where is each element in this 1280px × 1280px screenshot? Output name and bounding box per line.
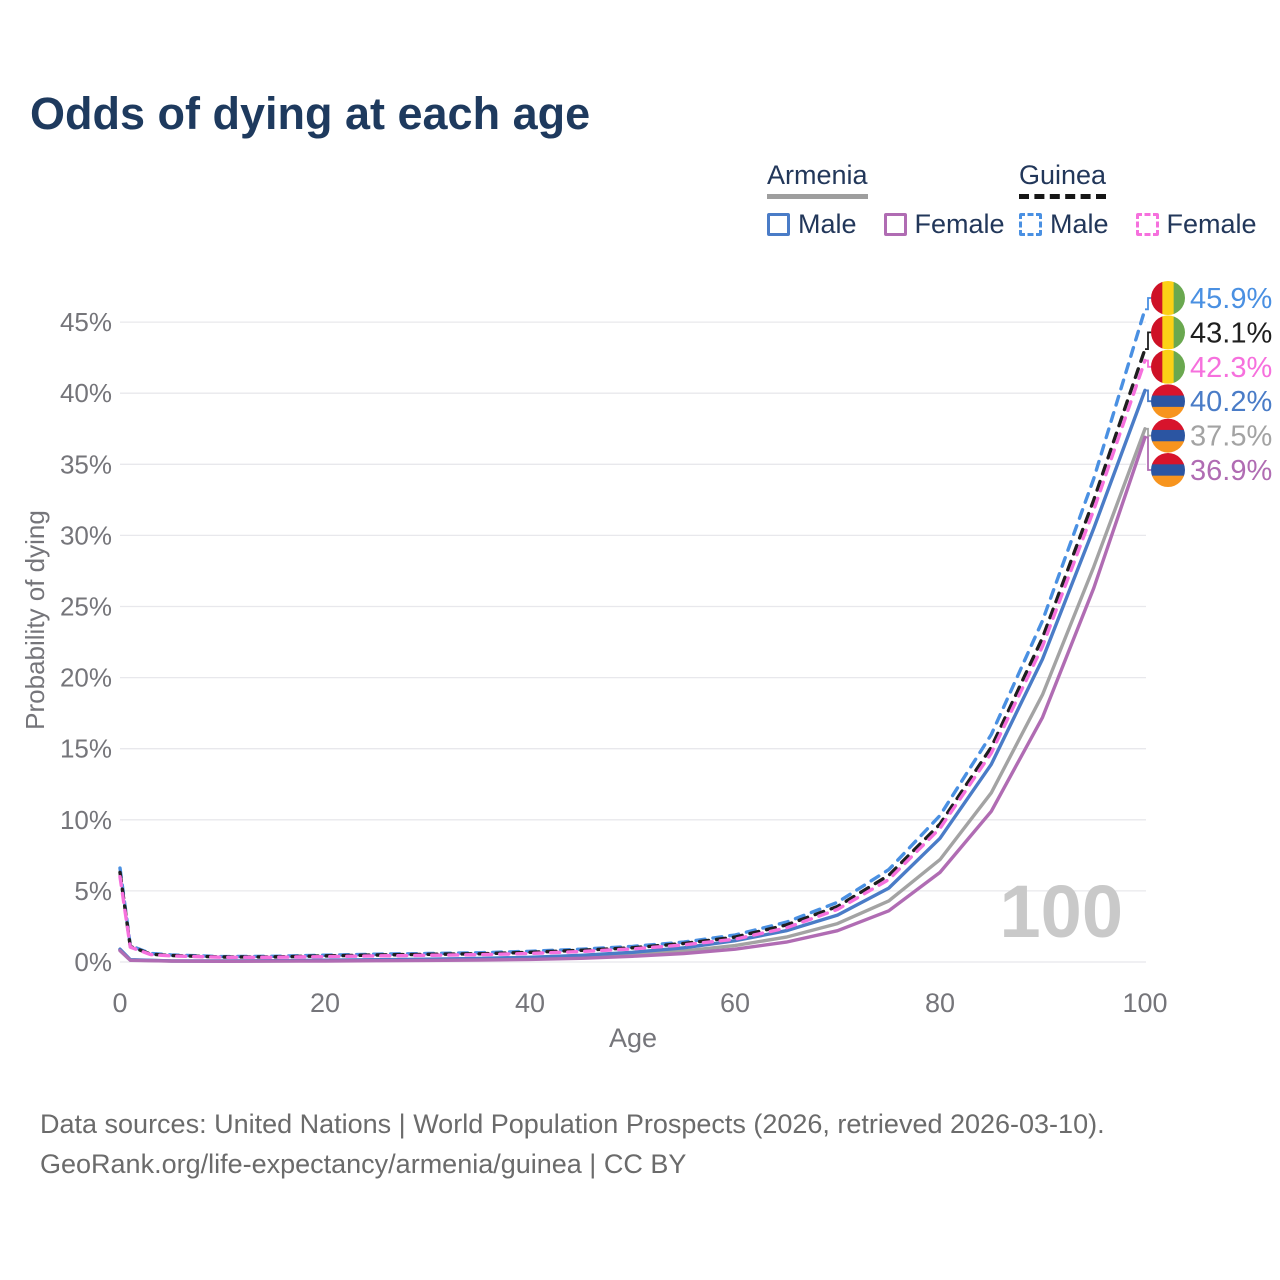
leader-line-guinea-female [1145,359,1151,368]
legend-group-guinea: Guinea Male Female [1019,160,1257,240]
leader-line-guinea-male [1145,297,1151,311]
y-tick-25: 25% [60,592,112,622]
x-tick-40: 40 [515,988,545,1018]
series-line-guinea-female[interactable] [118,358,1147,959]
end-value-guinea-female[interactable]: 42.3% [1190,352,1272,384]
leader-line-armenia-male [1145,389,1151,403]
legend-label-armenia-female: Female [914,209,1005,239]
end-value-guinea-both-sexes[interactable]: 43.1% [1190,317,1272,349]
x-tick-20: 20 [310,988,340,1018]
attribution-link[interactable]: GeoRank.org/life-expectancy/armenia/guin… [40,1149,687,1179]
leader-line-armenia-female [1145,436,1151,471]
x-tick-80: 80 [925,988,955,1018]
series-line-guinea-both-sexes[interactable] [118,347,1147,959]
y-tick-20: 20% [60,663,112,693]
y-tick-40: 40% [60,378,112,408]
guinea-flag-icon [1151,349,1185,384]
leader-line-armenia-both-sexes [1145,427,1151,437]
legend-header-armenia[interactable]: Armenia [767,160,868,199]
x-tick-100: 100 [1122,988,1167,1018]
x-tick-0: 0 [112,988,127,1018]
armenia-flag-icon [1151,453,1185,487]
series-line-guinea-male[interactable] [118,307,1147,959]
y-tick-5: 5% [74,876,112,906]
y-tick-10: 10% [60,805,112,835]
y-tick-45: 45% [60,307,112,337]
y-tick-0: 0% [74,947,112,977]
armenia-flag-icon [1151,418,1185,453]
legend-group-armenia: Armenia Male Female [767,160,1005,240]
legend-header-guinea[interactable]: Guinea [1019,160,1107,199]
armenia-flag-icon [1151,384,1185,419]
legend-label-armenia-male: Male [798,209,857,239]
series-line-armenia-female[interactable] [118,435,1147,963]
chart-footer: Data sources: United Nations | World Pop… [40,1104,1190,1184]
end-value-guinea-male[interactable]: 45.9% [1190,283,1272,315]
legend-swatch-guinea-female[interactable] [1135,213,1159,236]
legend-item-guinea-male[interactable]: Male [1019,209,1109,240]
data-sources-text: Data sources: United Nations | World Pop… [40,1109,1105,1139]
end-value-armenia-female[interactable]: 36.9% [1190,455,1272,487]
y-axis-label: Probability of dying [20,510,50,730]
legend-item-armenia-male[interactable]: Male [767,209,857,240]
leader-line-guinea-both-sexes [1145,331,1151,350]
legend-item-guinea-female[interactable]: Female [1135,209,1257,240]
page-title: Odds of dying at each age [30,88,591,139]
mortality-line-chart[interactable]: 0% 5% 10% 15% 20% 25% 30% 35% 40% 45% 0 20 40 60 80 100… [0,250,1280,1080]
x-tick-60: 60 [720,988,750,1018]
legend-item-armenia-female[interactable]: Female [883,209,1005,240]
x-axis-label: Age [609,1023,657,1053]
y-tick-30: 30% [60,520,112,550]
series-line-armenia-both-sexes[interactable] [118,427,1147,963]
legend-label-guinea-female: Female [1166,209,1257,239]
y-tick-35: 35% [60,449,112,479]
series-line-armenia-male[interactable] [118,388,1147,963]
legend-swatch-armenia-female[interactable] [883,213,907,236]
guinea-flag-icon [1151,315,1185,350]
guinea-flag-icon [1151,281,1185,315]
legend-swatch-guinea-male[interactable] [1019,213,1042,236]
legend-label-guinea-male: Male [1050,209,1109,239]
y-tick-15: 15% [60,734,112,764]
age-watermark: 100 [999,870,1123,953]
legend-swatch-armenia-male[interactable] [767,213,790,236]
end-value-armenia-male[interactable]: 40.2% [1190,386,1272,418]
end-value-armenia-both-sexes[interactable]: 37.5% [1190,421,1272,453]
